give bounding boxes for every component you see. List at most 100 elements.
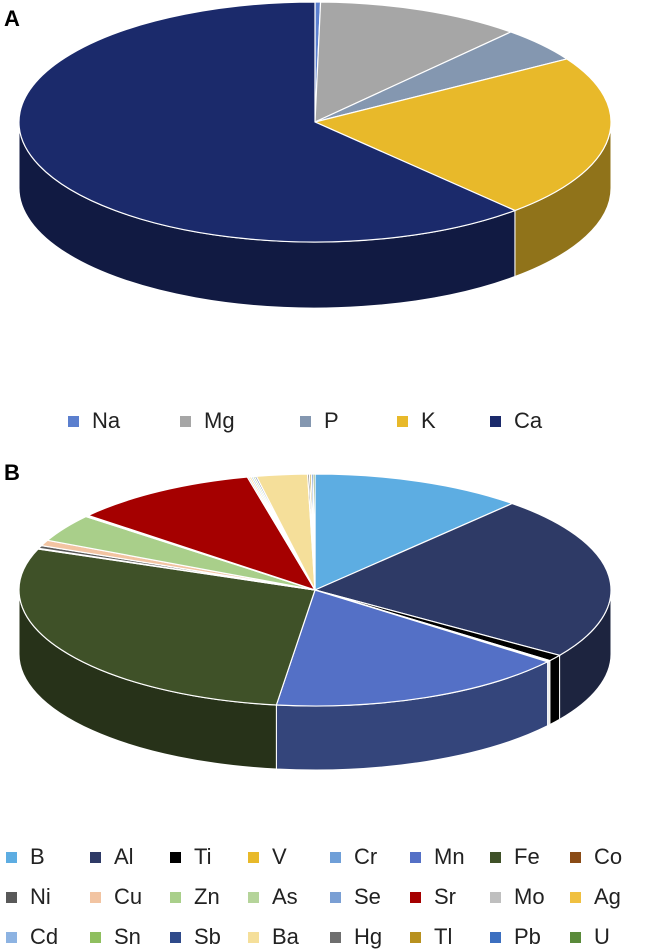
legend-swatch	[68, 415, 79, 427]
legend-swatch	[248, 891, 259, 903]
legend-label: K	[421, 408, 436, 433]
legend-swatch	[170, 851, 181, 863]
legend-swatch	[248, 851, 259, 863]
legend-label: Na	[92, 408, 121, 433]
legend-item-ba: Ba	[248, 924, 299, 950]
legend-swatch	[300, 415, 311, 427]
pie-slice-fe	[18, 548, 316, 706]
pie-chart-a	[18, 1, 612, 309]
legend-item-ca: Ca	[490, 408, 542, 434]
legend-label: Ba	[272, 924, 299, 949]
legend-item-sr: Sr	[410, 884, 456, 910]
legend-swatch	[410, 931, 421, 943]
legend-label: Ca	[514, 408, 543, 433]
legend-label: B	[30, 844, 45, 869]
legend-item-co: Co	[570, 844, 622, 870]
legend-label: Se	[354, 884, 381, 909]
legend-item-mn: Mn	[410, 844, 465, 870]
legend-label: Sr	[434, 884, 456, 909]
legend-item-v: V	[248, 844, 287, 870]
legend-swatch	[397, 415, 408, 427]
legend-swatch	[490, 931, 501, 943]
legend-label: Co	[594, 844, 623, 869]
legend-item-u: U	[570, 924, 610, 950]
legend-item-sn: Sn	[90, 924, 141, 950]
legend-item-al: Al	[90, 844, 134, 870]
legend-label: Cr	[354, 844, 378, 869]
legend-swatch	[248, 931, 259, 943]
legend-swatch	[570, 851, 581, 863]
legend-swatch	[570, 931, 581, 943]
legend-item-b: B	[6, 844, 45, 870]
legend-swatch	[490, 415, 501, 427]
legend-label: As	[272, 884, 298, 909]
legend-item-ti: Ti	[170, 844, 212, 870]
pie-slice-mn	[275, 589, 550, 707]
panel-a-label: A	[4, 6, 20, 31]
legend-item-sb: Sb	[170, 924, 221, 950]
legend-item-tl: Tl	[410, 924, 452, 950]
legend-label: Pb	[514, 924, 541, 949]
legend-label: Ti	[194, 844, 212, 869]
legend-swatch	[90, 931, 101, 943]
legend-item-mo: Mo	[490, 884, 545, 910]
legend-swatch	[410, 891, 421, 903]
legend-label: Zn	[194, 884, 220, 909]
legend-label: Mo	[514, 884, 545, 909]
legend-swatch	[170, 931, 181, 943]
pie-slice-ca	[18, 1, 517, 243]
legend-swatch	[330, 851, 341, 863]
legend-label: V	[272, 844, 287, 869]
legend-item-fe: Fe	[490, 844, 540, 870]
legend-swatch	[410, 851, 421, 863]
legend-label: Al	[114, 844, 134, 869]
legend-item-cr: Cr	[330, 844, 377, 870]
legend-label: P	[324, 408, 339, 433]
legend-item-na: Na	[68, 408, 120, 434]
legend-label: Fe	[514, 844, 540, 869]
legend-label: Ni	[30, 884, 51, 909]
legend-label: Cd	[30, 924, 59, 949]
legend-swatch	[6, 891, 17, 903]
pie-slice-u	[312, 473, 316, 591]
pie-chart-b	[18, 473, 612, 771]
legend-item-cu: Cu	[90, 884, 142, 910]
legend-item-ni: Ni	[6, 884, 51, 910]
pie-slice-al	[313, 502, 612, 656]
legend-item-cd: Cd	[6, 924, 58, 950]
pie-side-ti	[549, 654, 561, 726]
legend-item-zn: Zn	[170, 884, 220, 910]
legend-swatch	[6, 851, 17, 863]
legend-label: Hg	[354, 924, 383, 949]
legend-item-ag: Ag	[570, 884, 621, 910]
legend-label: Cu	[114, 884, 143, 909]
legend-swatch	[490, 851, 501, 863]
legend-swatch	[6, 931, 17, 943]
legend-swatch	[180, 415, 191, 427]
legend-label: U	[594, 924, 610, 949]
pie-slice-k	[313, 58, 612, 212]
legend-item-p: P	[300, 408, 339, 434]
legend-item-mg: Mg	[180, 408, 235, 434]
legend-swatch	[570, 891, 581, 903]
legend-swatch	[330, 931, 341, 943]
legend-label: Ag	[594, 884, 621, 909]
legend-item-as: As	[248, 884, 298, 910]
legend-swatch	[170, 891, 181, 903]
legend-label: Sn	[114, 924, 141, 949]
legend-swatch	[490, 891, 501, 903]
legend-item-pb: Pb	[490, 924, 541, 950]
panel-b-label: B	[4, 460, 20, 485]
legend-label: Tl	[434, 924, 453, 949]
legend-item-hg: Hg	[330, 924, 382, 950]
legend-item-se: Se	[330, 884, 381, 910]
legend-swatch	[330, 891, 341, 903]
panel-b: B B Al Ti V Cr Mn Fe Co Ni Cu Zn As Se Sr Mo Ag Cd Sn Sb Ba…	[0, 460, 657, 952]
legend-label: Mg	[204, 408, 235, 433]
pie-slice-b	[314, 473, 514, 591]
legend-label: Sb	[194, 924, 221, 949]
legend-swatch	[90, 891, 101, 903]
panel-a: A Na Mg P K Ca	[0, 0, 657, 460]
pie-slice-mg	[314, 1, 513, 123]
pie-slice-sr	[86, 476, 317, 592]
